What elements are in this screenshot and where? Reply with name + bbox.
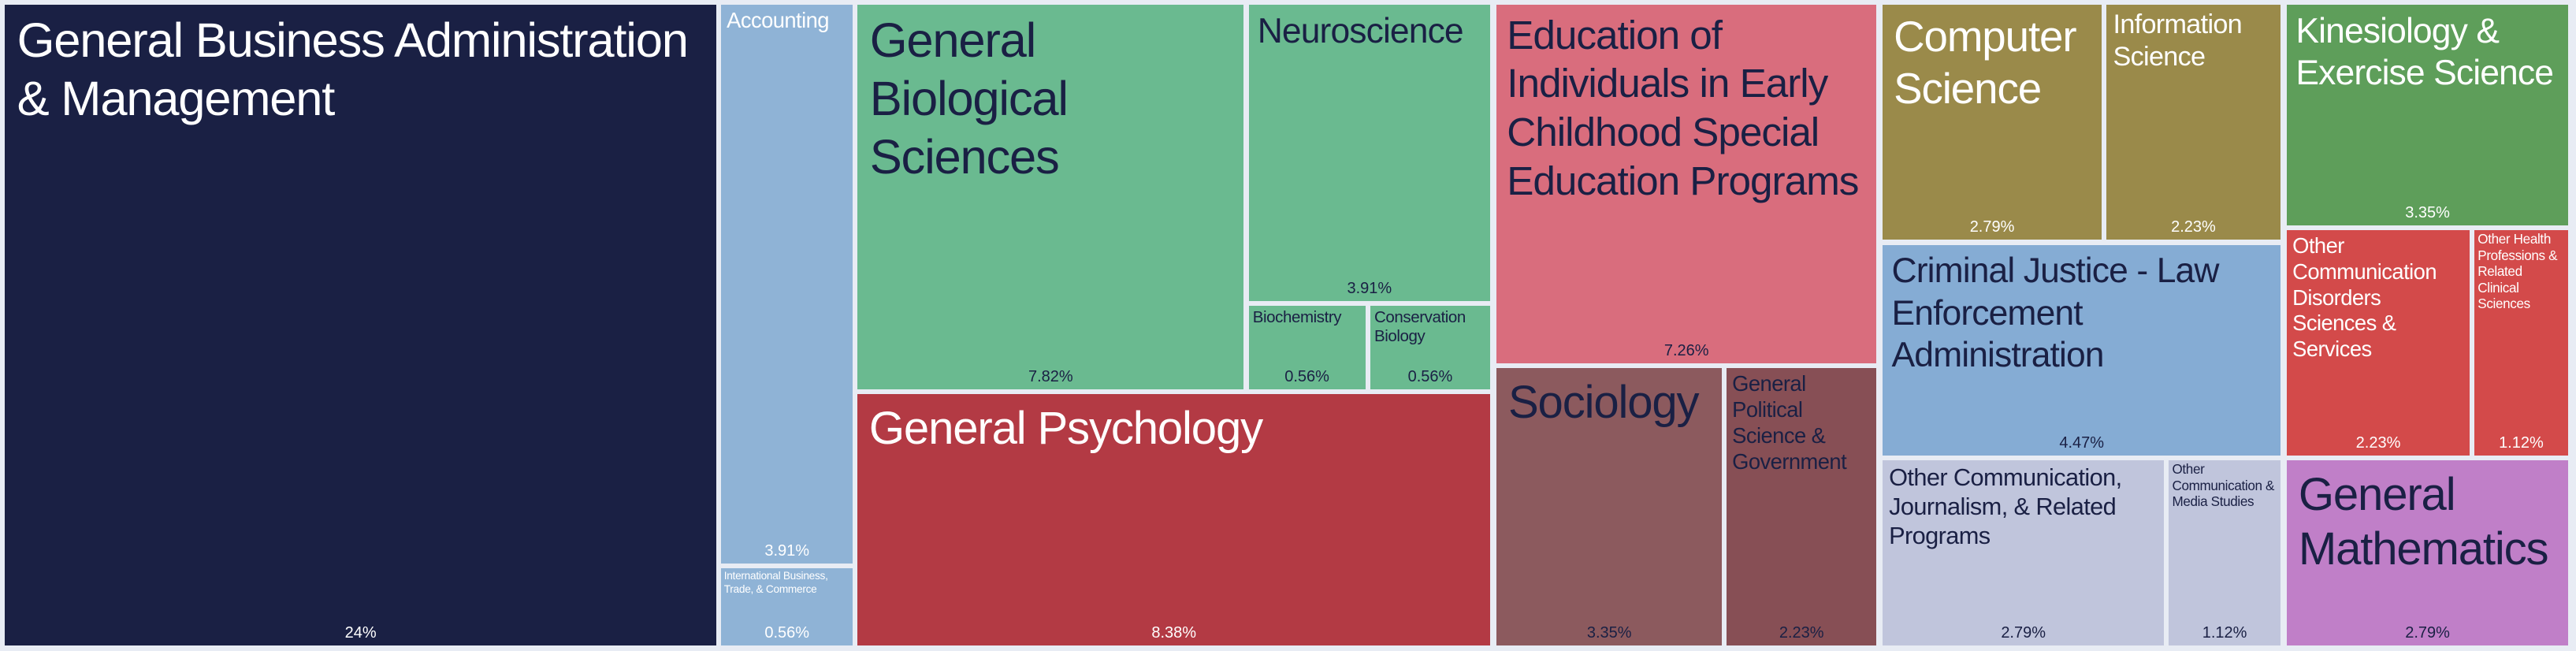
- value-label: 2.23%: [2355, 433, 2401, 452]
- value-label: 2.23%: [2171, 218, 2216, 236]
- tile-label: Other Communication, Journalism, & Relat…: [1889, 463, 2122, 550]
- tile-label: Information Science: [2113, 9, 2243, 73]
- tile-label: General Psychology: [868, 403, 1263, 455]
- tile: Accounting 3.91%: [721, 5, 853, 564]
- tile: Kinesiology & Exercise Science 3.35%: [2287, 5, 2568, 225]
- tile-label: General Business Administration & Manage…: [17, 13, 689, 127]
- tile: Sociology 3.35%: [1496, 368, 1723, 646]
- value-label: 0.56%: [1284, 368, 1329, 386]
- tile: Biochemistry 0.56%: [1248, 305, 1366, 390]
- tile: Other Communication & Media Studies 1.12%: [2169, 459, 2280, 646]
- tile-label: Neuroscience: [1257, 11, 1464, 50]
- tile: Criminal Justice - Law Enforcement Admin…: [1883, 244, 2280, 456]
- tile-label: Other Health Professions & Related Clini…: [2477, 232, 2558, 312]
- tile: Neuroscience 3.91%: [1248, 5, 1491, 301]
- tile: Other Communication, Journalism, & Relat…: [1883, 459, 2164, 646]
- value-label: 4.47%: [2059, 433, 2105, 452]
- tile: General Psychology 8.38%: [857, 394, 1491, 646]
- tile-label: Kinesiology & Exercise Science: [2295, 11, 2554, 93]
- tile: International Business, Trade, & Commerc…: [721, 568, 853, 646]
- value-label: 3.91%: [1347, 279, 1392, 297]
- value-label: 3.91%: [764, 542, 810, 560]
- tile: Education of Individuals in Early Childh…: [1496, 5, 1877, 363]
- tile-label: General Political Science & Government: [1732, 371, 1847, 474]
- tile-label: Education of Individuals in Early Childh…: [1507, 12, 1859, 203]
- tile: General Biological Sciences 7.82%: [857, 5, 1244, 390]
- tile: General Mathematics 2.79%: [2287, 459, 2568, 646]
- value-label: 24%: [344, 624, 377, 642]
- value-label: 3.35%: [2405, 203, 2450, 221]
- tile: Computer Science 2.79%: [1883, 5, 2102, 240]
- value-label: 0.56%: [1407, 368, 1453, 386]
- value-label: 2.23%: [1779, 624, 1824, 642]
- value-label: 1.12%: [2499, 433, 2544, 452]
- value-label: 7.82%: [1028, 368, 1073, 386]
- tile-label: International Business, Trade, & Commerc…: [723, 570, 828, 595]
- tile: Other Health Professions & Related Clini…: [2474, 229, 2568, 456]
- tile-label: Accounting: [727, 8, 829, 33]
- value-label: 8.38%: [1151, 624, 1197, 642]
- tile-label: Other Communication Disorders Sciences &…: [2292, 232, 2437, 362]
- tile-label: Sociology: [1507, 376, 1700, 428]
- tile: General Business Administration & Manage…: [5, 5, 717, 646]
- tile-label: Computer Science: [1894, 12, 2077, 113]
- tile-label: Other Communication & Media Studies: [2172, 462, 2275, 510]
- value-label: 2.79%: [2001, 624, 2046, 642]
- tile-label: General Biological Sciences: [869, 13, 1069, 185]
- tile: General Political Science & Government 2.…: [1727, 368, 1877, 646]
- tile: Conservation Biology 0.56%: [1370, 305, 1491, 390]
- value-label: 2.79%: [2405, 624, 2450, 642]
- tile: Other Communication Disorders Sciences &…: [2287, 229, 2470, 456]
- tile: Information Science 2.23%: [2106, 5, 2280, 240]
- tile-label: Conservation Biology: [1374, 307, 1466, 346]
- value-label: 3.35%: [1586, 624, 1632, 642]
- value-label: 1.12%: [2202, 624, 2247, 642]
- value-label: 0.56%: [764, 624, 810, 642]
- tile-label: Biochemistry: [1252, 307, 1342, 326]
- value-label: 7.26%: [1663, 341, 1709, 359]
- tile-label: Criminal Justice - Law Enforcement Admin…: [1891, 251, 2220, 374]
- value-label: 2.79%: [1969, 218, 2015, 236]
- tile-label: General Mathematics: [2298, 468, 2549, 575]
